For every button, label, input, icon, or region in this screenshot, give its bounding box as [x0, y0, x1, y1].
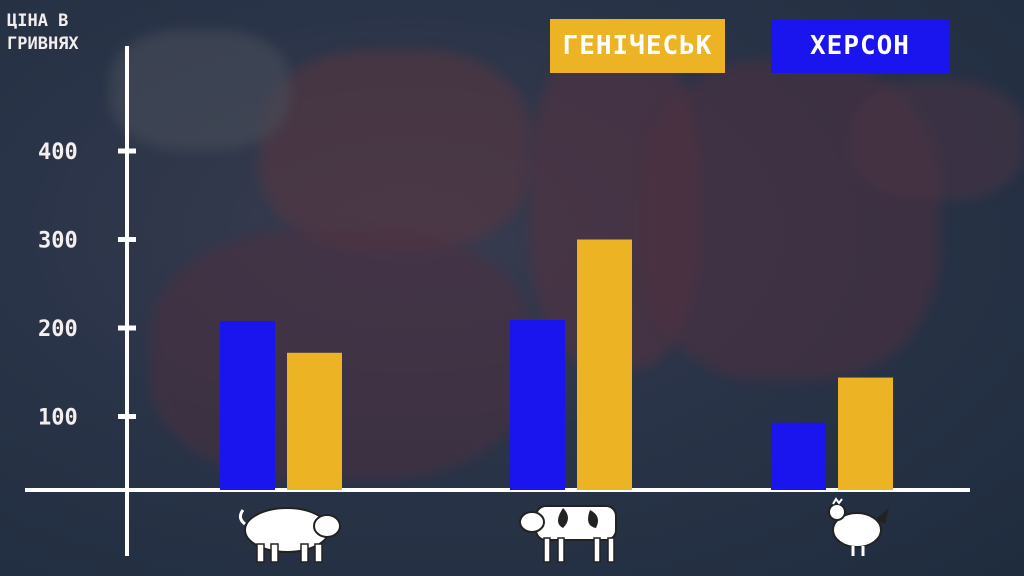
- cow-icon: [519, 505, 617, 563]
- bar-cow-kherson: [510, 320, 565, 490]
- y-axis-label-line1: ЦІНА В: [7, 11, 68, 31]
- bar-pig-kherson: [220, 320, 275, 490]
- bar-chicken-kherson: [771, 422, 826, 490]
- y-axis-label-line2: ГРИВНЯХ: [7, 34, 79, 54]
- legend-label: ХЕРСОН: [810, 31, 910, 61]
- bar-chicken-genichesk: [838, 377, 893, 490]
- legend-label: ГЕНІЧЕСЬК: [562, 31, 713, 61]
- legend-kherson: ХЕРСОН: [771, 19, 949, 73]
- legend-genichesk: ГЕНІЧЕСЬК: [550, 19, 725, 73]
- bar-cow-genichesk: [577, 239, 632, 490]
- background-bowl: [110, 30, 290, 150]
- y-tick-label: 300: [38, 229, 78, 254]
- y-tick-label: 200: [38, 317, 78, 342]
- pig-icon: [238, 507, 341, 563]
- bar-pig-genichesk: [287, 352, 342, 490]
- y-tick-label: 400: [38, 140, 78, 165]
- y-tick-label: 100: [38, 406, 78, 431]
- background-meat: [260, 50, 530, 250]
- chicken-icon: [828, 497, 889, 556]
- background-bowl: [850, 80, 1024, 200]
